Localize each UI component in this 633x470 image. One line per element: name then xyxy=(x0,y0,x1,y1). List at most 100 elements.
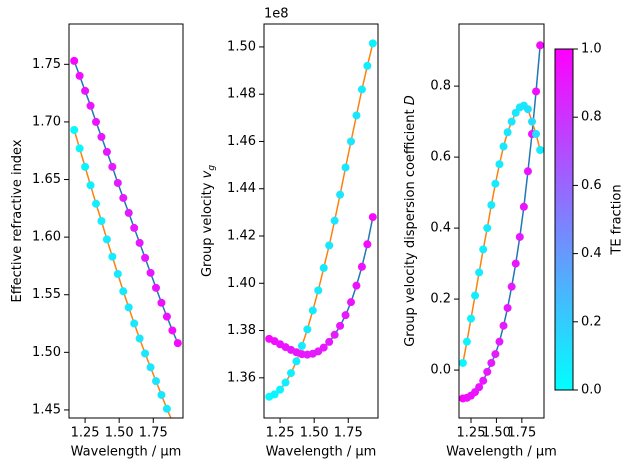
point xyxy=(124,208,133,217)
y-axis-label-symbol: v xyxy=(200,170,215,178)
point xyxy=(152,283,160,292)
y-tick-label: 1.50 xyxy=(32,345,61,360)
colorbar xyxy=(555,49,573,390)
point xyxy=(281,378,290,387)
point xyxy=(368,213,377,222)
point xyxy=(511,259,520,268)
point xyxy=(466,314,475,323)
y-axis-label-text: Group velocity dispersion coefficient xyxy=(403,109,418,346)
colorbar-label: TE fraction xyxy=(610,184,625,255)
x-tick-label: 1.50 xyxy=(482,426,511,441)
point xyxy=(347,298,355,307)
point xyxy=(276,385,285,394)
y-tick-label: 1.38 xyxy=(227,323,256,338)
colorbar-frame xyxy=(554,48,574,391)
point xyxy=(113,269,122,278)
point xyxy=(487,358,496,367)
series-line xyxy=(73,129,172,418)
point xyxy=(287,369,295,378)
point xyxy=(341,311,350,320)
y-offset-text: 1e8 xyxy=(264,7,289,22)
point xyxy=(314,286,323,295)
colorbar-tick-label: 1.0 xyxy=(581,42,602,57)
point xyxy=(357,262,366,271)
y-tick-label: 1.60 xyxy=(32,230,61,245)
point xyxy=(152,377,160,386)
point xyxy=(336,321,345,330)
point xyxy=(141,349,150,358)
point xyxy=(325,337,334,346)
x-tick-label: 1.50 xyxy=(300,426,329,441)
x-tick-label: 1.50 xyxy=(105,426,134,441)
y-tick-label: 0.6 xyxy=(430,150,451,165)
point xyxy=(479,245,488,254)
point xyxy=(146,268,155,277)
point xyxy=(483,224,492,233)
colorbar-tick-label: 0.8 xyxy=(581,110,602,125)
colorbar-tick-label: 0.0 xyxy=(581,383,602,398)
point xyxy=(119,193,128,202)
y-tick-label: 1.40 xyxy=(227,276,256,291)
point xyxy=(75,71,84,80)
point xyxy=(157,298,166,307)
point xyxy=(86,181,95,190)
y-tick-label: 0.0 xyxy=(430,363,451,378)
point xyxy=(92,199,100,208)
point xyxy=(308,306,317,315)
point xyxy=(336,190,345,199)
point xyxy=(507,117,516,126)
x-tick-label: 1.25 xyxy=(457,426,486,441)
x-tick-label: 1.75 xyxy=(507,426,536,441)
point xyxy=(97,132,106,141)
plot-area xyxy=(70,56,182,438)
axes-frame xyxy=(458,23,545,419)
point xyxy=(363,61,372,70)
point xyxy=(491,350,500,359)
plot-area xyxy=(459,41,544,403)
y-tick-label: 1.55 xyxy=(32,287,61,302)
y-axis-label-subscript: g xyxy=(207,165,217,171)
x-axis-label: Wavelength / µm xyxy=(446,445,557,460)
point xyxy=(532,87,541,96)
x-axis-label: Wavelength / µm xyxy=(266,445,377,460)
series-line xyxy=(462,45,541,400)
point xyxy=(173,339,182,348)
point xyxy=(81,86,90,95)
colorbar-tick-label: 0.2 xyxy=(581,314,602,329)
y-axis-label: Group velocity vg xyxy=(200,165,217,277)
point xyxy=(162,312,171,321)
point xyxy=(363,240,372,249)
point xyxy=(499,321,508,330)
point xyxy=(130,319,139,328)
x-tick-label: 1.75 xyxy=(334,426,363,441)
point xyxy=(519,202,528,211)
y-tick-label: 1.45 xyxy=(32,402,61,417)
colorbar-tick-label: 0.6 xyxy=(581,178,602,193)
point xyxy=(483,367,492,376)
point xyxy=(499,142,508,151)
point xyxy=(124,303,133,312)
y-tick-label: 1.70 xyxy=(32,114,61,129)
point xyxy=(515,232,524,241)
x-axis-label: Wavelength / µm xyxy=(71,445,182,460)
point xyxy=(523,167,532,176)
y-tick-label: 1.42 xyxy=(227,229,256,244)
point xyxy=(108,162,117,171)
point xyxy=(319,263,328,272)
point xyxy=(292,357,301,366)
y-axis-label-text: Group velocity xyxy=(200,182,215,277)
colorbar-tick-label: 0.4 xyxy=(581,246,602,261)
y-axis-label-text: Effective refractive index xyxy=(10,139,25,302)
x-tick-label: 1.25 xyxy=(266,426,295,441)
point xyxy=(507,282,516,291)
point xyxy=(102,147,111,156)
point xyxy=(135,334,144,343)
y-axis-label: Group velocity dispersion coefficient D xyxy=(403,95,418,347)
point xyxy=(330,330,339,339)
y-tick-label: 1.65 xyxy=(32,172,61,187)
point xyxy=(503,303,512,312)
point xyxy=(157,390,166,399)
point xyxy=(97,217,106,225)
point xyxy=(270,390,279,399)
point xyxy=(174,430,182,438)
